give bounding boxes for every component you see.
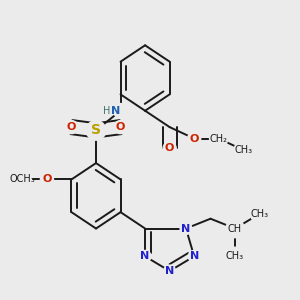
Circle shape <box>180 223 192 234</box>
Circle shape <box>226 219 244 238</box>
Circle shape <box>40 173 53 186</box>
Circle shape <box>65 121 78 134</box>
Text: N: N <box>111 106 120 116</box>
Text: H: H <box>103 106 110 116</box>
Text: CH: CH <box>228 224 242 233</box>
Text: N: N <box>190 251 199 261</box>
Circle shape <box>188 132 201 145</box>
Circle shape <box>226 247 244 266</box>
Text: CH₃: CH₃ <box>234 145 252 155</box>
Text: O: O <box>42 174 52 184</box>
Text: CH₂: CH₂ <box>210 134 228 143</box>
Text: O: O <box>165 143 174 153</box>
Circle shape <box>114 121 127 134</box>
Circle shape <box>234 141 252 159</box>
Circle shape <box>188 250 200 262</box>
Circle shape <box>13 170 32 189</box>
Circle shape <box>86 121 106 140</box>
Circle shape <box>163 142 176 155</box>
Text: N: N <box>140 251 150 261</box>
Text: OCH₃: OCH₃ <box>10 174 35 184</box>
Circle shape <box>250 205 269 223</box>
Text: O: O <box>116 122 125 132</box>
Circle shape <box>209 129 228 148</box>
Text: O: O <box>190 134 199 143</box>
Text: O: O <box>67 122 76 132</box>
Text: CH₃: CH₃ <box>226 251 244 261</box>
Circle shape <box>139 250 151 262</box>
Text: N: N <box>182 224 190 233</box>
Circle shape <box>113 103 128 118</box>
Text: N: N <box>165 266 174 276</box>
Text: S: S <box>91 123 101 137</box>
Circle shape <box>164 265 176 277</box>
Text: CH₃: CH₃ <box>250 209 269 219</box>
